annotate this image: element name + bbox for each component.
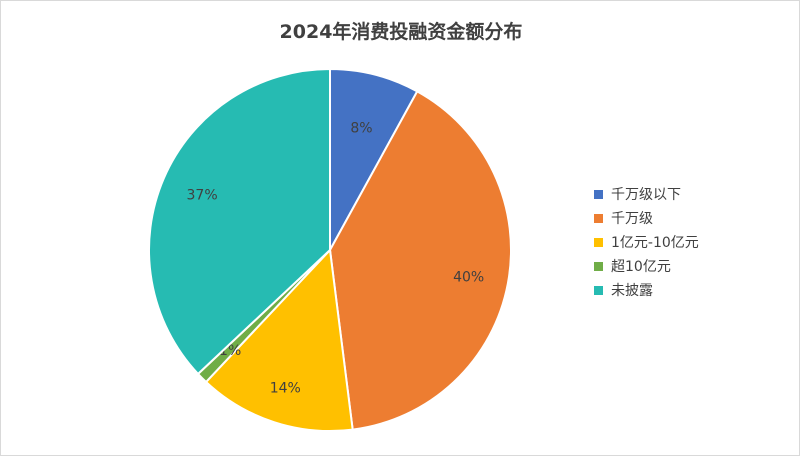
legend-label: 千万级 [611,211,653,227]
pie-slice-5 [148,67,331,376]
legend-swatch [594,261,603,271]
legend-item-1: 千万级以下 [594,182,699,206]
legend-swatch [594,237,603,247]
legend-swatch [594,285,603,295]
pie-slice-3 [204,247,354,432]
pie-data-label-5: 37% [187,188,218,204]
legend-item-5: 未披露 [594,278,699,302]
chart-legend: 千万级以下千万级 1亿元-10亿元 超10亿元未披露 [594,182,699,302]
pie-data-label-2: 40% [453,269,484,285]
legend-item-2: 千万级 [594,206,699,230]
legend-item-3: 1亿元-10亿元 [594,230,699,254]
legend-label: 千万级以下 [611,187,681,203]
pie-slice-1 [329,67,419,251]
chart-title: 2024年消费投融资金额分布 [279,21,523,43]
legend-swatch [594,213,603,223]
legend-label: 1亿元-10亿元 [611,235,699,251]
pie-data-label-1: 8% [350,120,372,136]
legend-swatch [594,189,603,199]
legend-item-4: 超10亿元 [594,254,699,278]
pie-data-label-3: 14% [270,381,301,397]
legend-label: 超10亿元 [611,259,671,275]
legend-label: 未披露 [611,283,653,299]
pie-slice-2 [328,90,512,431]
